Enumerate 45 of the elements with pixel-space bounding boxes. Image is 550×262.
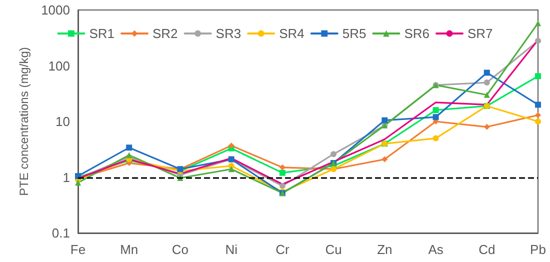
legend-label: SR3 bbox=[216, 26, 242, 41]
point bbox=[535, 73, 541, 80]
y-tick-label: 10 bbox=[56, 114, 70, 129]
point bbox=[382, 156, 388, 162]
x-tick-label: Zn bbox=[377, 242, 392, 257]
y-tick-label: 0.1 bbox=[52, 226, 70, 240]
legend-label: SR4 bbox=[279, 26, 304, 41]
point bbox=[535, 20, 541, 26]
x-tick-label: Cr bbox=[276, 242, 290, 257]
y-axis-title: PTE concentrations (mg/kg) bbox=[17, 47, 32, 196]
point bbox=[484, 70, 490, 76]
x-tick-label: Fe bbox=[70, 242, 86, 257]
legend-label: SR2 bbox=[152, 26, 178, 41]
point bbox=[432, 135, 439, 142]
point bbox=[432, 114, 439, 120]
point bbox=[279, 164, 286, 170]
point bbox=[535, 102, 541, 108]
point bbox=[484, 80, 490, 86]
legend-label: SR6 bbox=[404, 26, 430, 41]
y-tick-label: 1 bbox=[62, 170, 70, 185]
point bbox=[228, 166, 234, 172]
x-tick-label: As bbox=[428, 242, 444, 257]
point bbox=[228, 142, 234, 149]
point bbox=[75, 180, 81, 186]
x-tick-label: Co bbox=[172, 242, 189, 257]
x-tick-label: Mn bbox=[120, 242, 138, 257]
point bbox=[330, 151, 337, 158]
point bbox=[535, 38, 541, 44]
point bbox=[432, 107, 439, 114]
x-tick-label: Pb bbox=[530, 242, 546, 257]
x-tick-label: Cd bbox=[478, 242, 496, 257]
point bbox=[535, 118, 541, 124]
point bbox=[279, 170, 286, 176]
point bbox=[279, 182, 286, 189]
point bbox=[484, 92, 490, 98]
legend-label: SR1 bbox=[89, 26, 115, 41]
point bbox=[382, 117, 388, 124]
x-tick-label: Ni bbox=[225, 242, 238, 257]
y-tick-label: 1000 bbox=[41, 2, 70, 18]
legend-label: SR7 bbox=[468, 26, 493, 41]
point bbox=[126, 144, 132, 151]
x-tick-label: Cu bbox=[325, 242, 342, 257]
point bbox=[535, 112, 541, 118]
y-tick-label: 100 bbox=[48, 58, 70, 74]
legend-label: 5R5 bbox=[342, 26, 366, 41]
